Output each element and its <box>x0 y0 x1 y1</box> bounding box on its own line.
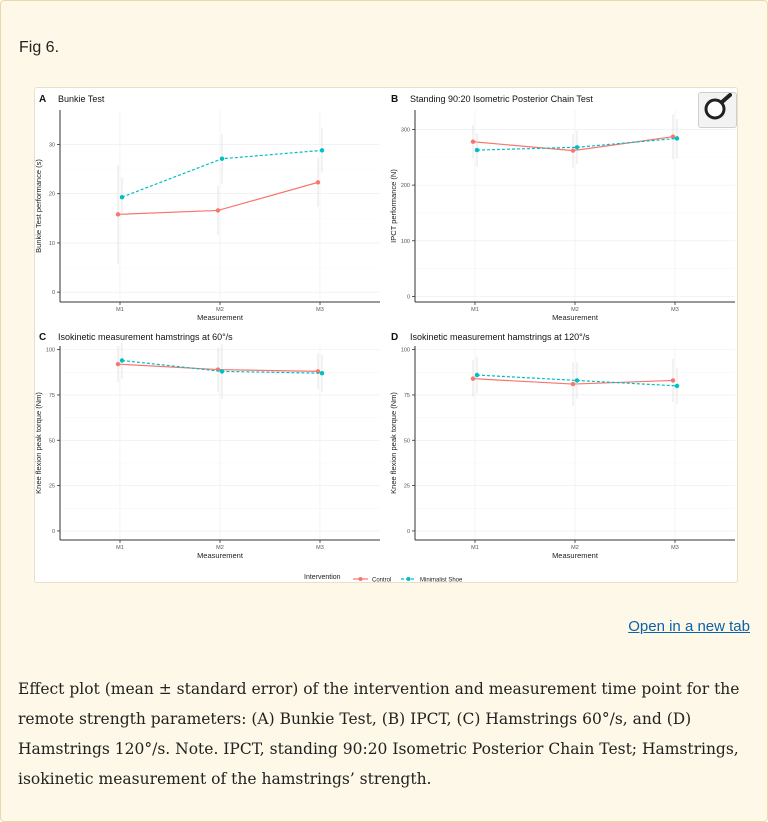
minimalist-point <box>674 383 680 389</box>
y-tick-label: 50 <box>404 438 410 444</box>
y-tick-label: 25 <box>404 484 410 490</box>
y-axis-title: IPCT performance (N) <box>389 169 398 243</box>
y-tick-label: 100 <box>401 348 410 354</box>
zoom-button[interactable] <box>698 92 737 128</box>
chart-panel-b: 0 100 200 300 M1 M2 M3 Measurement IPCT performa… <box>389 94 735 322</box>
y-tick-label: 0 <box>407 294 410 300</box>
x-axis-title: Measurement <box>552 551 599 560</box>
panel-letter: D <box>391 332 398 343</box>
legend-title: Intervention <box>304 574 341 581</box>
x-axis-title: Measurement <box>197 551 244 560</box>
y-tick-label: 75 <box>404 393 410 399</box>
control-point <box>470 376 476 381</box>
panel-title: Standing 90:20 Isometric Posterior Chain… <box>410 94 593 104</box>
effect-plot: 0 10 20 30 M1 M2 M3 Measurement Bunkie Test perf… <box>34 94 735 584</box>
x-tick-label: M1 <box>471 545 479 551</box>
x-tick-label: M3 <box>671 545 679 551</box>
minimalist-point <box>574 378 580 383</box>
control-point <box>470 139 476 144</box>
control-point <box>570 381 576 387</box>
chart-panel-d: 0 25 50 75 100 M1 M2 M3 Measurement Knee flexion … <box>389 332 735 560</box>
y-tick-label: 100 <box>401 239 410 245</box>
y-tick-label: 50 <box>49 438 55 444</box>
minimalist-point <box>119 194 125 200</box>
chart-panel-c: 0 25 50 75 100 M1 M2 M3 Measurement Knee flexion … <box>34 332 380 560</box>
figure-caption: Effect plot (mean ± standard error) of t… <box>18 680 740 788</box>
minimalist-point <box>474 372 480 378</box>
panel-title: Bunkie Test <box>58 94 105 104</box>
y-tick-label: 0 <box>407 529 410 535</box>
y-tick-label: 10 <box>49 241 55 247</box>
figure-image[interactable]: 0 10 20 30 M1 M2 M3 Measurement Bunkie Test perf… <box>34 87 738 584</box>
panel-letter: A <box>39 94 46 105</box>
chart-panel-a: 0 10 20 30 M1 M2 M3 Measurement Bunkie Test perf… <box>34 94 380 322</box>
panel-letter: C <box>39 332 46 343</box>
x-tick-label: M2 <box>571 307 579 313</box>
control-point <box>315 180 321 185</box>
x-tick-label: M1 <box>471 307 479 313</box>
control-point <box>570 148 576 153</box>
y-axis-title: Bunkie Test performance (s) <box>35 159 43 253</box>
y-tick-label: 20 <box>49 192 55 198</box>
open-in-new-tab-link[interactable]: Open in a new tab <box>628 618 750 635</box>
control-point <box>670 378 676 383</box>
minimalist-point <box>119 358 125 363</box>
x-axis-title: Measurement <box>197 313 244 322</box>
legend-minimalist-label: Minimalist Shoe <box>420 578 463 583</box>
minimalist-point <box>319 148 325 153</box>
x-tick-label: M3 <box>316 307 324 313</box>
y-tick-label: 0 <box>52 290 55 296</box>
control-point <box>115 212 121 217</box>
y-axis-title: Knee flexion peak torque (Nm) <box>389 392 398 494</box>
legend-minimalist-point <box>406 577 411 581</box>
y-tick-label: 100 <box>46 348 55 354</box>
x-tick-label: M3 <box>671 307 679 313</box>
control-point <box>215 208 221 213</box>
control-point <box>670 134 676 139</box>
minimalist-point <box>574 145 580 150</box>
y-tick-label: 200 <box>401 183 410 189</box>
legend-control-label: Control <box>372 578 391 583</box>
control-point <box>315 369 321 374</box>
panel-title: Isokinetic measurement hamstrings at 120… <box>410 332 590 342</box>
x-tick-label: M2 <box>216 307 224 313</box>
y-tick-label: 75 <box>49 393 55 399</box>
y-tick-label: 300 <box>401 127 410 133</box>
x-tick-label: M2 <box>571 545 579 551</box>
y-tick-label: 25 <box>49 484 55 490</box>
panel-letter: B <box>391 94 398 105</box>
y-tick-label: 0 <box>52 529 55 535</box>
y-tick-label: 30 <box>49 142 55 148</box>
minimalist-point <box>219 156 225 161</box>
x-tick-label: M1 <box>116 307 124 313</box>
panel-title: Isokinetic measurement hamstrings at 60°… <box>58 332 233 342</box>
minimalist-point <box>219 369 225 374</box>
y-axis-title: Knee flexion peak torque (Nm) <box>35 392 43 494</box>
legend: Intervention Control Minimalist Shoe <box>304 574 463 584</box>
x-axis-title: Measurement <box>552 313 599 322</box>
magnifier-icon <box>704 93 732 120</box>
control-point <box>115 361 121 367</box>
figure-label: Fig 6. <box>19 39 60 56</box>
minimalist-point <box>319 370 325 376</box>
minimalist-point <box>474 147 480 153</box>
x-tick-label: M2 <box>216 545 224 551</box>
x-tick-label: M3 <box>316 545 324 551</box>
minimalist-point <box>674 136 680 141</box>
legend-control-point <box>358 577 363 581</box>
x-tick-label: M1 <box>116 545 124 551</box>
